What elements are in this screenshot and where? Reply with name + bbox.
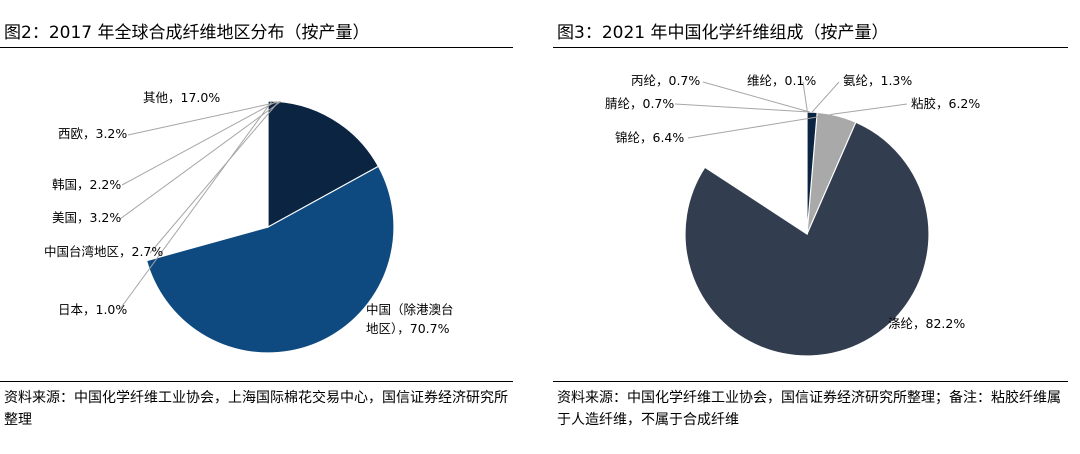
data-label-e4b8ade59bbdefbc88e999a4e6b8afe6beb3e58fb0e59cb0e58cbaefbc89: 地区），70.7% (366, 321, 450, 336)
leader-line (674, 103, 810, 113)
data-label-e7b298e883b6: 粘胶，6.2% (911, 96, 980, 111)
data-label-e7be8ee59bbd: 美国，3.2% (52, 210, 121, 225)
leader-line (121, 100, 277, 186)
figure-title: 图3：2021 年中国化学纤维组成（按产量） (557, 23, 889, 43)
leader-line (119, 100, 273, 310)
data-label-e88588e7bab6: 腈纶，0.7% (605, 96, 674, 111)
pie-chart-fiber-composition: 粘胶，6.2% 涤纶，82.2% 锦纶，6.4% 腈纶，0.7% 丙纶，0.7% 维纶，0… (605, 73, 980, 357)
pie-slices (684, 111, 930, 357)
leader-line (149, 101, 280, 254)
data-label-e4b8ade59bbde58fb0e6b9bee59cb0e58cba: 中国台湾地区，2.7% (44, 244, 163, 259)
data-label-e697a5e69cac: 日本，1.0% (58, 302, 127, 317)
source-divider (553, 381, 1068, 382)
data-label-e4b8ade59bbdefbc88e999a4e6b8afe6beb3e58fb0e59cb0e58cbaefbc89: 中国（除港澳台 (366, 302, 454, 317)
data-label-e99fa9e59bbd: 韩国，2.2% (52, 177, 121, 192)
leader-line (811, 81, 840, 113)
leader-line (802, 81, 808, 113)
chart-panel-right: 图3：2021 年中国化学纤维组成（按产量） 粘胶，6.2% 涤纶，82.2% 锦纶… (553, 0, 1080, 454)
title-divider (0, 47, 513, 48)
data-label-e8a5bfe6aca7: 西欧，3.2% (58, 126, 127, 141)
data-label-e6b6a4e7bab6: 涤纶，82.2% (888, 316, 965, 331)
source-note: 资料来源：中国化学纤维工业协会，上海国际棉花交易中心，国信证券经济研究所整理 (4, 390, 508, 428)
figure-title: 图2：2017 年全球合成纤维地区分布（按产量） (4, 23, 370, 43)
leader-line (127, 101, 281, 136)
data-label-e7bbb4e7bab6: 维纶，0.1% (747, 73, 816, 88)
leader-line (831, 103, 908, 115)
source-note: 资料来源：中国化学纤维工业协会，国信证券经济研究所整理；备注：粘胶纤维属于人造纤… (557, 390, 1061, 428)
leader-line (119, 101, 281, 220)
data-label-e994a6e7bab6: 锦纶，6.4% (615, 130, 684, 145)
leader-line (687, 114, 833, 139)
leader-line (702, 81, 810, 113)
chart-panel-left: 图2：2017 年全球合成纤维地区分布（按产量） 中国（除港澳台 地区），70.7… (0, 0, 525, 454)
data-label-e585b6e4bb96: 其他，17.0% (143, 90, 220, 105)
pie-labels: 粘胶，6.2% 涤纶，82.2% 锦纶，6.4% 腈纶，0.7% 丙纶，0.7% 维纶，0… (605, 73, 980, 331)
source-divider (0, 381, 513, 382)
pie-slices (145, 100, 395, 354)
title-divider (553, 47, 1068, 48)
data-label-e4b899e7bab6: 丙纶，0.7% (631, 73, 700, 88)
data-label-e6b0a8e7bab6: 氨纶，1.3% (843, 73, 912, 88)
